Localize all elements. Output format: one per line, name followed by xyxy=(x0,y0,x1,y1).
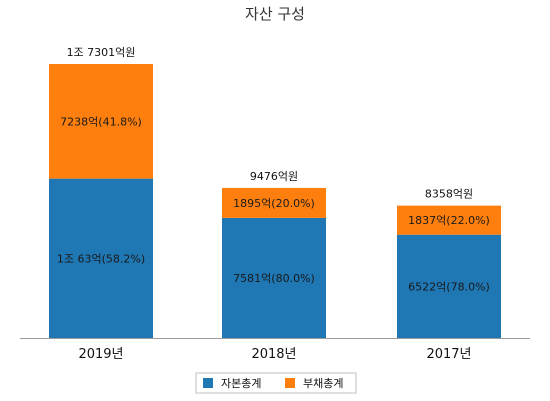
segment-label-liabilities-3: 1837억(22.0%) xyxy=(408,214,490,227)
legend-swatch-liabilities[interactable] xyxy=(285,378,295,388)
segment-label-equity-1: 1조 63억(58.2%) xyxy=(57,252,145,265)
x-tick-label-1: 2019년 xyxy=(78,347,123,362)
x-tick-label-3: 2017년 xyxy=(426,347,471,362)
legend[interactable]: 자본총계 부채총계 xyxy=(195,372,357,394)
plot-area: 1조 63억(58.2%) 7238억(41.8%) 1조 7301억원 7581억(… xyxy=(49,46,501,338)
legend-box xyxy=(195,372,357,394)
segment-label-liabilities-2: 1895억(20.0%) xyxy=(233,197,315,210)
bar-segment-equity-1 xyxy=(49,178,153,338)
x-tick-label-2: 2018년 xyxy=(251,347,296,362)
chart-title: 자산 구성 xyxy=(245,5,305,23)
bar-segment-liabilities-3 xyxy=(397,205,501,235)
total-label-1: 1조 7301억원 xyxy=(67,46,136,59)
bar-segment-equity-3 xyxy=(397,234,501,338)
x-axis-ticks: 2019년 2018년 2017년 xyxy=(78,347,471,362)
legend-label-liabilities[interactable]: 부채총계 xyxy=(303,377,343,390)
segment-label-equity-2: 7581억(80.0%) xyxy=(233,272,315,285)
bar-segment-equity-2 xyxy=(222,217,326,338)
legend-label-equity[interactable]: 자본총계 xyxy=(221,377,261,390)
bar-segment-liabilities-2 xyxy=(222,187,326,218)
segment-label-liabilities-1: 7238억(41.8%) xyxy=(60,115,142,128)
total-label-3: 8358억원 xyxy=(425,188,473,201)
segment-label-equity-3: 6522억(78.0%) xyxy=(408,280,490,293)
total-label-2: 9476억원 xyxy=(250,170,298,183)
legend-swatch-equity[interactable] xyxy=(203,378,213,388)
bar-segment-liabilities-1 xyxy=(49,64,153,179)
